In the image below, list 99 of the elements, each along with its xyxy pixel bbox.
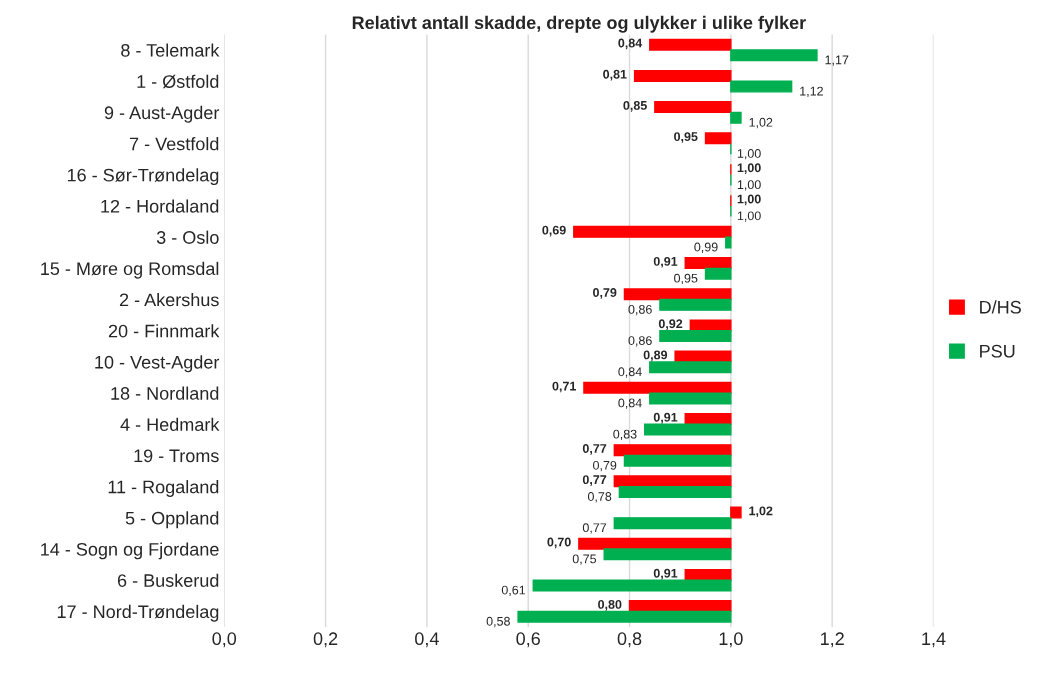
data-label: 0,91 [653, 412, 678, 424]
data-label: 0,75 [572, 554, 597, 565]
data-label: 1,02 [749, 506, 773, 518]
x-tick-label: 0,6 [516, 632, 540, 648]
bar [659, 330, 732, 343]
data-label: 0,80 [598, 599, 622, 611]
data-label: 1,00 [737, 163, 761, 175]
bar [623, 454, 732, 467]
data-label: 1,00 [737, 194, 761, 206]
y-tick-label: 6 - Buskerud [117, 573, 219, 587]
y-tick-label: 20 - Finnmark [108, 324, 220, 338]
data-label: 0,99 [694, 242, 718, 253]
bar [517, 610, 732, 623]
bar [649, 392, 732, 405]
y-tick-label: 12 - Hordaland [101, 199, 219, 213]
bar [649, 38, 732, 51]
bar [613, 517, 732, 530]
x-tick-label: 0,0 [212, 632, 237, 648]
bar [573, 225, 732, 238]
bar [730, 111, 742, 124]
data-label: 1,02 [749, 117, 773, 129]
data-label: 0,91 [653, 256, 678, 268]
bar [613, 475, 732, 488]
bar [659, 298, 732, 311]
chart-title: Relativt antall skadde, drepte og ulykker i ulike fylker [352, 15, 806, 33]
data-label: 0,77 [582, 475, 607, 486]
data-label: 0,95 [674, 132, 698, 143]
bar [730, 506, 742, 519]
y-tick-label: 3 - Oslo [156, 230, 219, 244]
bar [684, 257, 732, 270]
data-label: 0,69 [542, 225, 566, 237]
data-label: 0,83 [613, 429, 637, 441]
data-label: 0,81 [603, 69, 627, 81]
bar [603, 548, 732, 561]
x-tick-label: 0,4 [415, 632, 439, 648]
bar [613, 444, 732, 457]
bar [730, 49, 818, 62]
data-label: 0,91 [653, 568, 678, 580]
bar [730, 80, 793, 93]
data-label: 0,85 [623, 100, 647, 112]
data-label: 0,95 [674, 273, 698, 285]
y-tick-label: 9 - Aust-Agder [104, 105, 220, 123]
data-label: 0,78 [587, 492, 612, 503]
data-label: 1,17 [825, 55, 849, 66]
y-tick-label: 10 - Vest-Agder [95, 355, 220, 373]
data-label: 0,79 [593, 460, 617, 472]
y-tick-label: 17 - Nord-Trøndelag [57, 604, 219, 622]
x-tick-label: 0,2 [313, 632, 338, 648]
bar [649, 361, 732, 374]
y-tick-label: 1 - Østfold [137, 74, 219, 89]
bar [684, 568, 732, 581]
bar [704, 132, 732, 145]
y-tick-label: 15 - Møre og Romsdal [41, 261, 219, 279]
bar [583, 381, 732, 394]
data-label: 0,77 [582, 523, 607, 534]
bar [704, 267, 732, 280]
data-label: 1,00 [737, 149, 761, 160]
y-tick-label: 11 - Rogaland [108, 480, 219, 497]
data-label: 0,84 [618, 38, 643, 50]
y-tick-label: 19 - Troms [134, 449, 219, 463]
y-tick-label: 16 - Sør-Trøndelag [67, 168, 219, 186]
bar [633, 69, 732, 82]
data-label: 0,89 [643, 350, 668, 362]
bar [623, 288, 732, 301]
legend-label: D/HS [980, 300, 1021, 314]
data-label: 0,86 [628, 336, 652, 347]
x-tick-label: 1,4 [922, 632, 946, 648]
x-tick-label: 0,8 [617, 632, 642, 648]
bar [689, 319, 732, 332]
bar [654, 101, 732, 114]
data-label: 1,00 [737, 211, 761, 222]
bar [644, 423, 732, 436]
data-label: 0,86 [628, 304, 652, 316]
data-label: 0,84 [618, 367, 642, 378]
data-label: 0,79 [593, 288, 617, 299]
bar [684, 412, 732, 425]
y-tick-label: 8 - Telemark [121, 43, 220, 57]
bar [628, 600, 732, 613]
x-tick-label: 1,2 [820, 632, 844, 648]
data-label: 0,58 [486, 616, 510, 628]
bar [618, 485, 732, 498]
data-label: 0,71 [552, 381, 576, 393]
y-tick-label: 7 - Vestfold [129, 137, 219, 151]
data-label: 1,12 [800, 86, 823, 97]
data-label: 0,77 [582, 444, 607, 455]
y-tick-label: 14 - Sogn og Fjordane [41, 542, 219, 560]
data-label: 0,70 [547, 537, 571, 549]
y-tick-label: 4 - Hedmark [120, 417, 220, 431]
y-tick-label: 2 - Akershus [119, 292, 219, 307]
y-tick-label: 18 - Nordland [111, 386, 219, 400]
y-tick-label: 5 - Oppland [125, 511, 219, 529]
legend-label: PSU [980, 344, 1015, 358]
bar [532, 579, 732, 592]
bar [725, 236, 732, 249]
x-tick-label: 1,0 [719, 632, 743, 648]
data-label: 0,84 [618, 398, 642, 409]
data-label: 1,00 [737, 180, 761, 191]
data-label: 0,61 [501, 585, 526, 596]
data-label: 0,92 [658, 319, 683, 330]
